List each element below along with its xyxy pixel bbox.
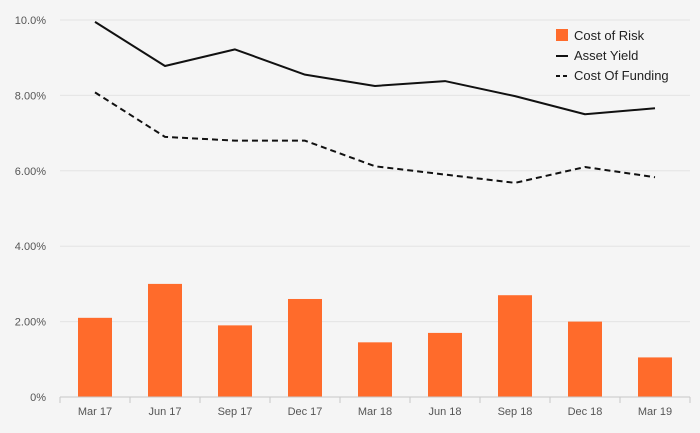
legend-item-asset-yield: Asset Yield <box>556 48 638 63</box>
bar-cost-of-risk <box>288 298 322 397</box>
bar-cost-of-risk <box>148 283 182 397</box>
bar-cost-of-risk <box>78 317 112 397</box>
gridlines <box>60 19 690 323</box>
y-tick-label: 4.00% <box>15 241 46 253</box>
x-tick-label: Jun 18 <box>428 406 461 418</box>
line-cost-of-funding <box>94 91 656 184</box>
x-tick-label: Dec 17 <box>288 406 323 418</box>
bar-cost-of-risk <box>568 321 602 397</box>
legend-label-cost-of-risk: Cost of Risk <box>574 28 645 43</box>
x-tick-label: Sep 17 <box>218 406 253 418</box>
bar-cost-of-risk <box>498 295 532 397</box>
legend-item-cost-of-funding: Cost Of Funding <box>556 68 669 83</box>
bar-cost-of-risk <box>428 332 462 397</box>
axes: 0% 2.00% 4.00% 6.00% 8.00% 10.0% Mar 17 Jun 17 S… <box>15 15 691 418</box>
y-tick-label: 6.00% <box>15 166 46 178</box>
legend: Cost of Risk Asset Yield Cost Of Funding <box>556 28 669 83</box>
x-tick-label: Jun 17 <box>148 406 181 418</box>
lines <box>94 21 656 184</box>
bar-cost-of-risk <box>218 325 252 397</box>
bars <box>78 283 672 397</box>
x-tick-label: Dec 18 <box>568 406 603 418</box>
line-asset-yield <box>94 21 656 116</box>
legend-label-asset-yield: Asset Yield <box>574 48 638 63</box>
x-tick-label: Sep 18 <box>498 406 533 418</box>
y-tick-label: 2.00% <box>15 317 46 329</box>
y-tick-label: 0% <box>30 392 46 404</box>
y-tick-label: 8.00% <box>15 90 46 102</box>
legend-item-cost-of-risk: Cost of Risk <box>556 28 645 43</box>
x-tick-label: Mar 18 <box>358 406 392 418</box>
y-tick-label: 10.0% <box>15 15 46 27</box>
x-tick-label: Mar 19 <box>638 406 672 418</box>
bar-cost-of-risk <box>358 342 392 397</box>
legend-label-cost-of-funding: Cost Of Funding <box>574 68 669 83</box>
legend-swatch-cost-of-risk <box>556 29 568 41</box>
bar-cost-of-risk <box>638 357 672 397</box>
x-tick-label: Mar 17 <box>78 406 112 418</box>
